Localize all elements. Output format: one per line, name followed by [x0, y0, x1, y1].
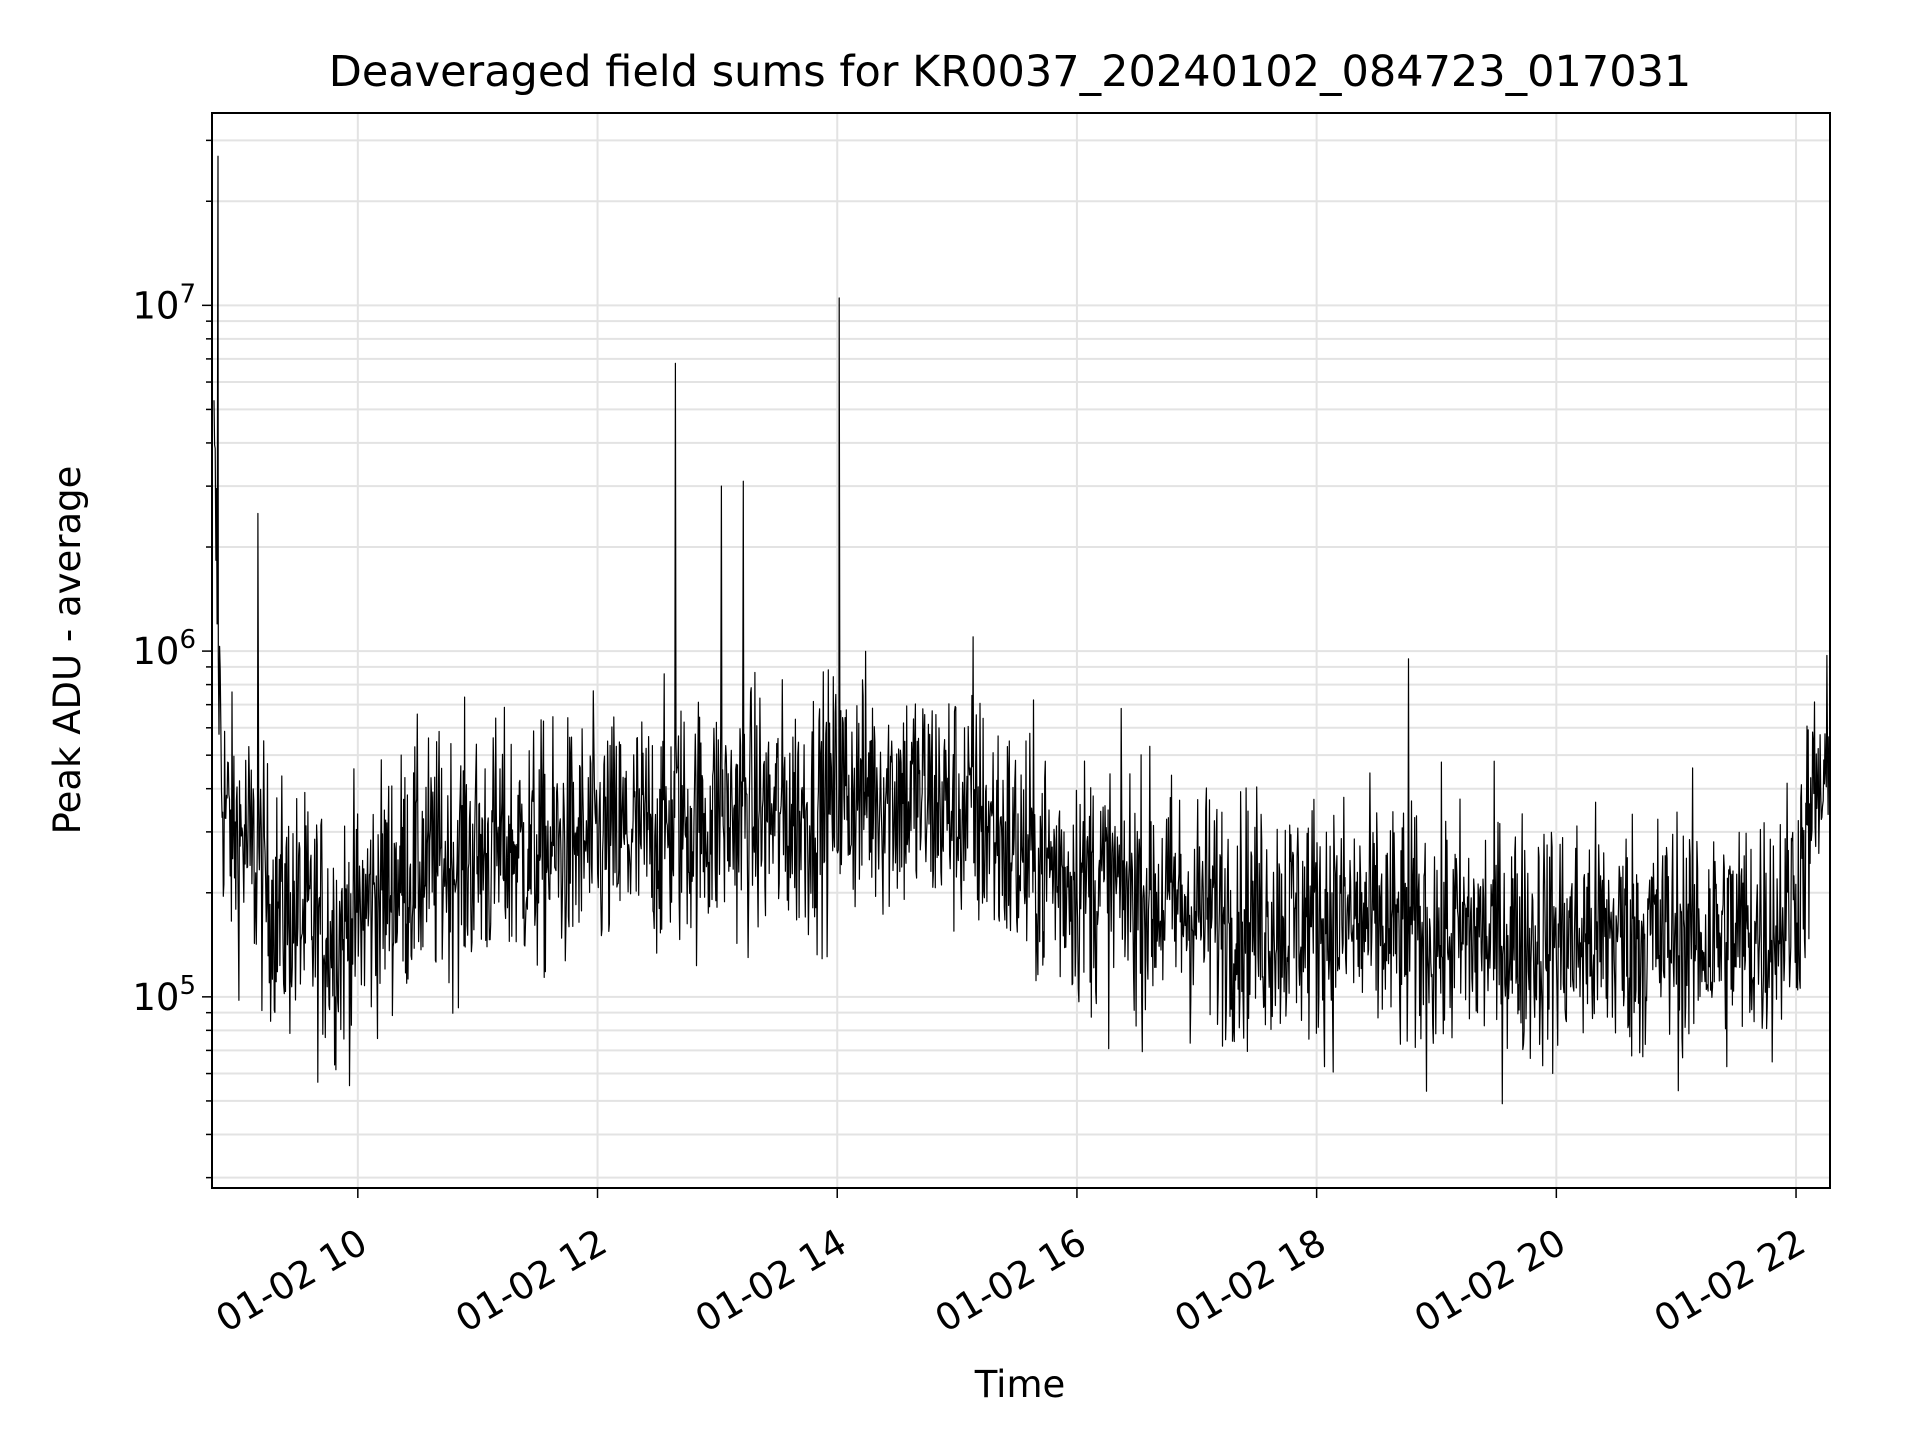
grid-lines [212, 113, 1830, 1188]
x-axis-label: Time [974, 1363, 1066, 1406]
y-axis-label: Peak ADU - average [46, 466, 89, 835]
chart-title: Deaveraged field sums for KR0037_2024010… [329, 47, 1692, 97]
data-series [213, 155, 1831, 1105]
y-tick-label: 106 [132, 625, 196, 673]
y-tick-label: 107 [132, 279, 196, 327]
y-tick-label: 105 [132, 971, 196, 1019]
series-line [213, 155, 1831, 1105]
